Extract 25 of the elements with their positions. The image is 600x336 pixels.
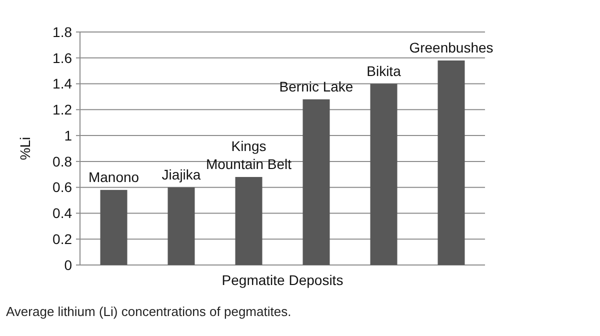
y-tick-label: 1.2 <box>52 102 72 118</box>
y-tick-label: 0.2 <box>52 231 72 248</box>
x-axis-title: Pegmatite Deposits <box>222 272 344 288</box>
bar <box>235 176 262 265</box>
text: Average lithium (Li) concentrations of pegmatites. <box>6 304 292 319</box>
bar <box>438 60 465 265</box>
y-tick-label: 1.8 <box>52 24 72 40</box>
y-tick-label: 0.6 <box>52 179 72 196</box>
y-axis-title: %Li <box>17 136 33 160</box>
bar <box>100 190 128 265</box>
x-tick-label: Kings Mountain Belt <box>206 138 292 172</box>
y-tick-label: 0 <box>64 256 72 273</box>
x-tick-label: Jiajika <box>162 166 201 182</box>
y-tick-label: 1 <box>64 127 72 144</box>
bar <box>370 84 398 265</box>
bar <box>302 99 330 265</box>
y-tick-label: 0.8 <box>52 153 72 170</box>
x-tick-label: Bikita <box>366 62 402 79</box>
y-tick-label: 1.4 <box>52 76 72 92</box>
y-tick-label: 0.4 <box>52 205 72 222</box>
x-tick-label: Bernic Lake <box>279 78 354 94</box>
bar <box>168 187 195 265</box>
x-tick-label: Manono <box>88 168 140 185</box>
y-tick-label: 1.6 <box>52 50 72 66</box>
x-tick-label: Greenbushes <box>409 39 494 56</box>
